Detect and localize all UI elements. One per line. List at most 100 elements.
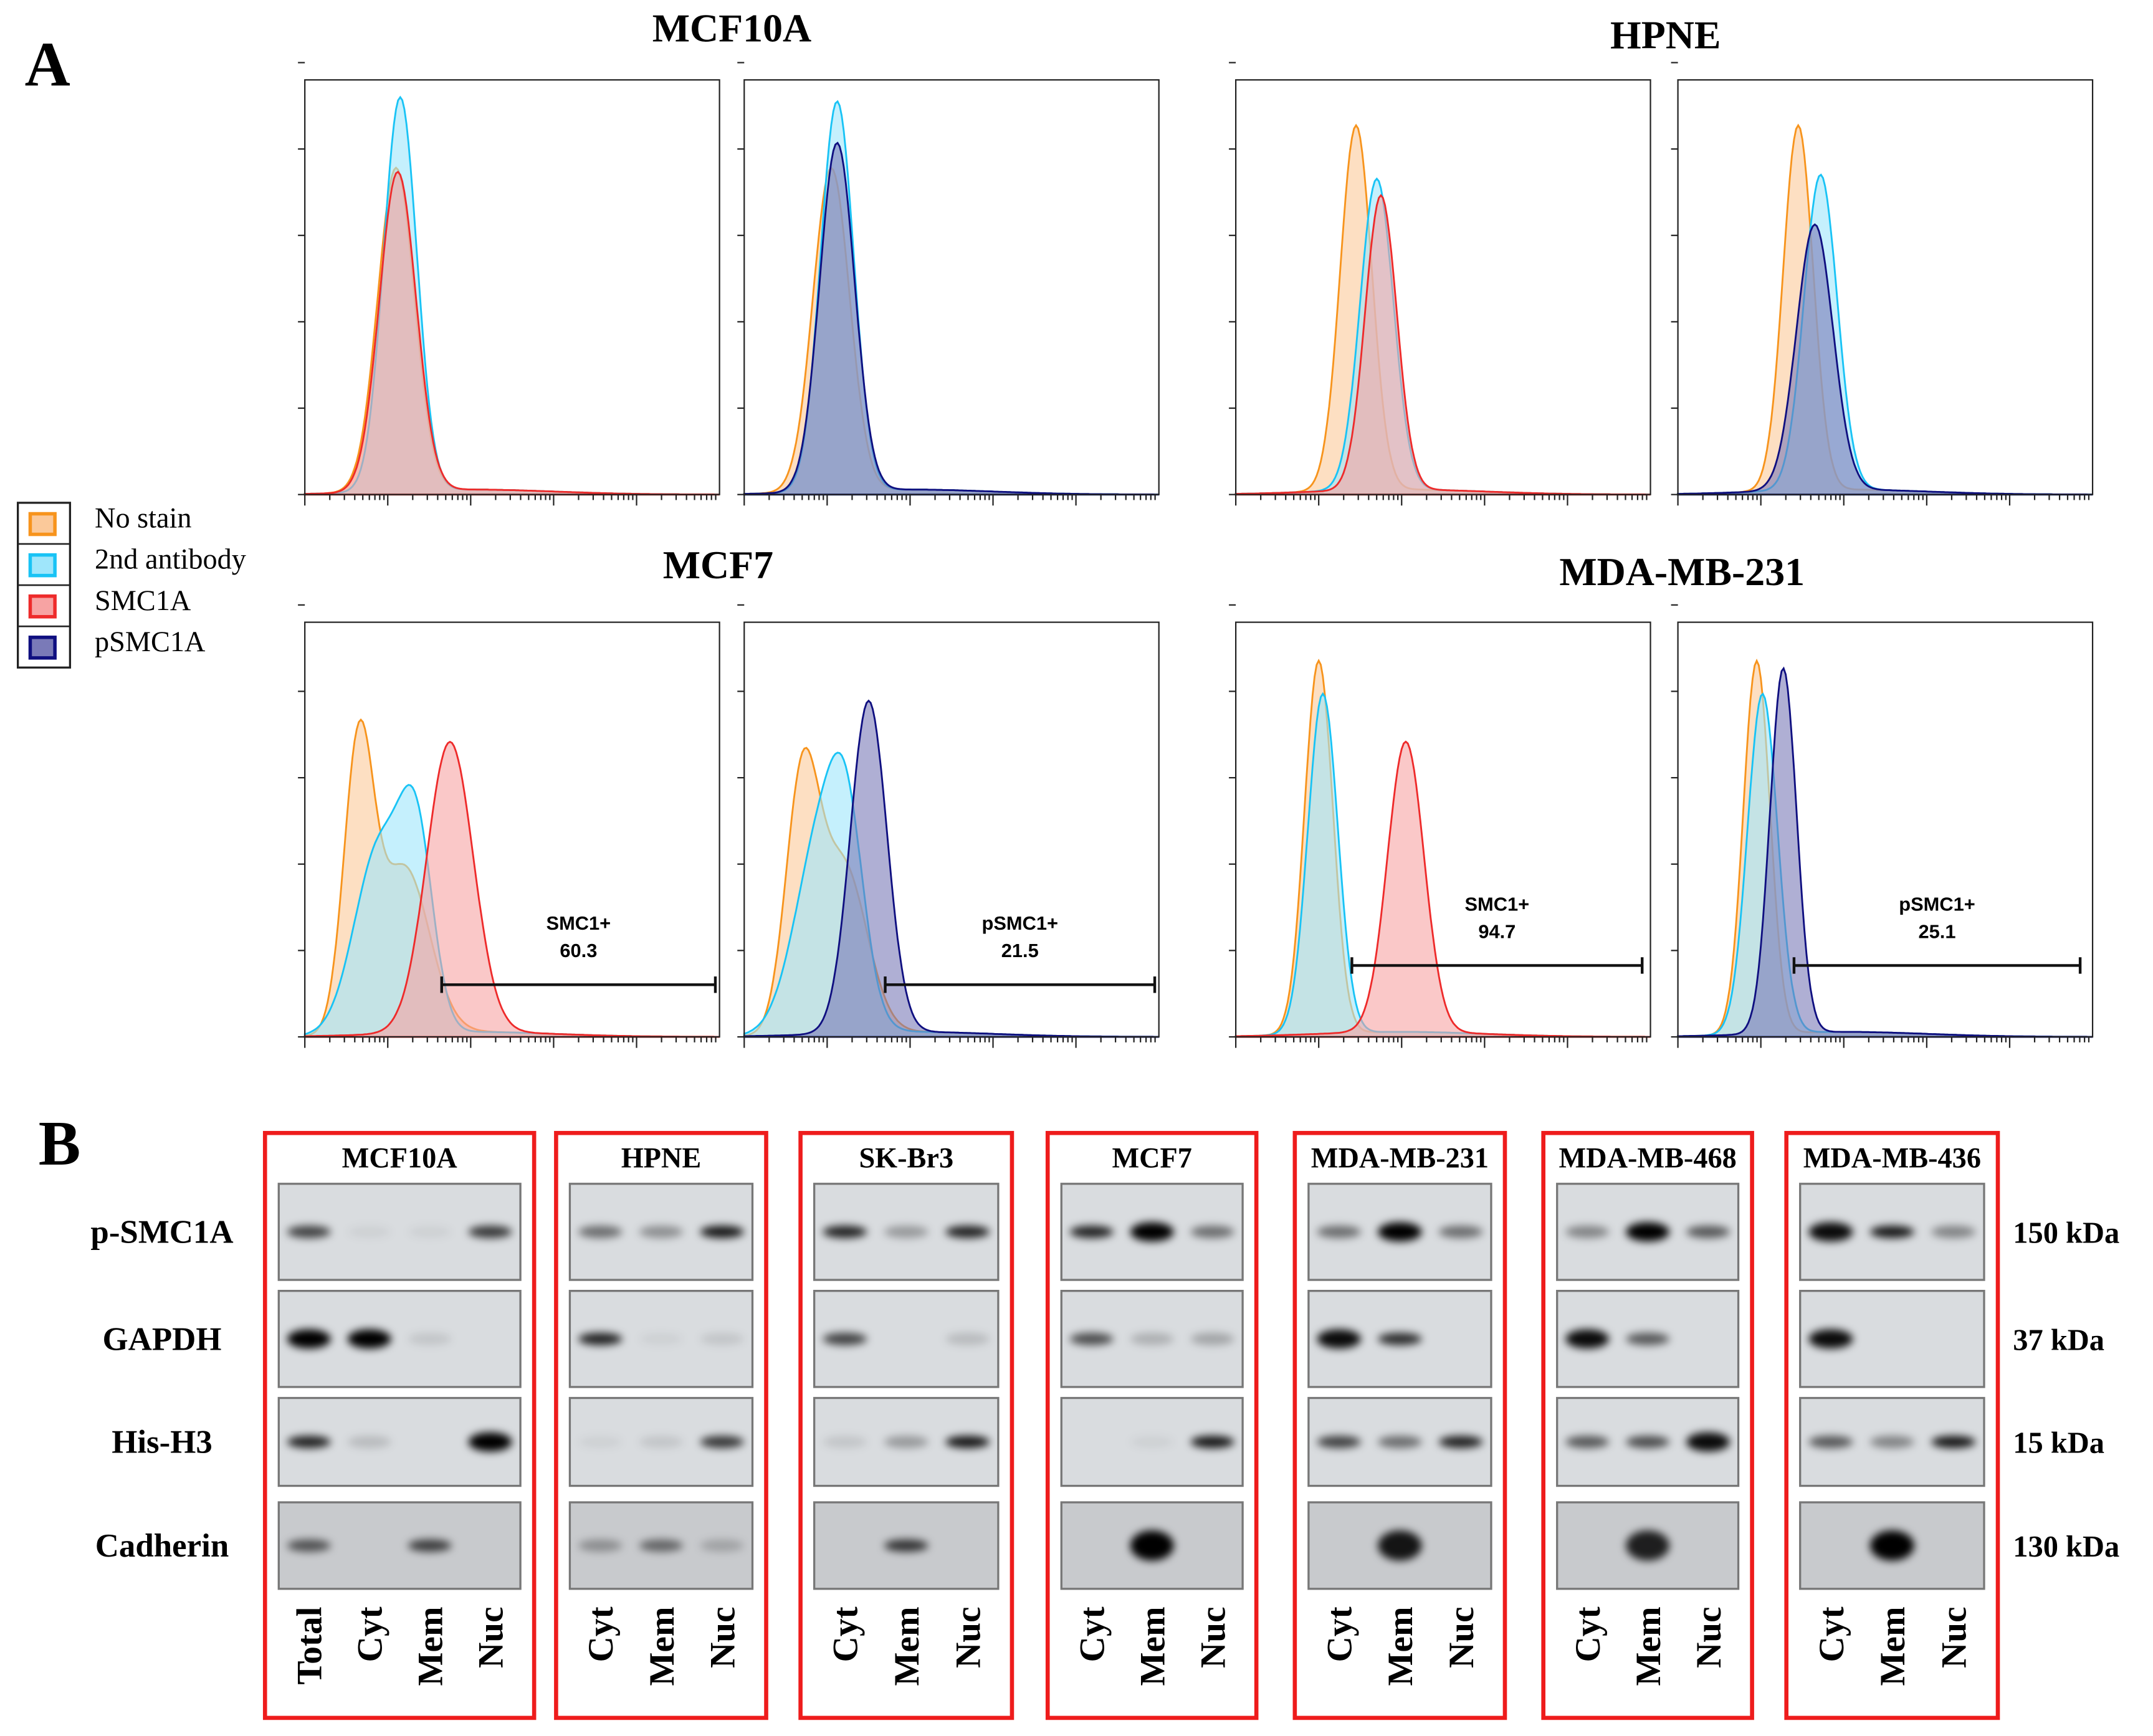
protein-band: [1626, 1436, 1670, 1448]
lane-label: Nuc: [949, 1606, 988, 1668]
protein-band: [884, 1436, 929, 1448]
lane-label: Mem: [887, 1606, 927, 1686]
protein-band: [1869, 1436, 1914, 1448]
protein-band: [347, 1225, 391, 1238]
protein-band: [1130, 1530, 1174, 1561]
protein-band: [1190, 1332, 1234, 1345]
lane-label: Mem: [1873, 1606, 1912, 1686]
protein-band: [1626, 1332, 1670, 1345]
protein-band: [1565, 1436, 1610, 1448]
protein-band: [823, 1225, 867, 1238]
protein-band: [1069, 1225, 1114, 1238]
protein-band: [1069, 1332, 1114, 1345]
histogram-7: pSMC1+ 25.1: [1671, 604, 2094, 1048]
panel-label-a: A: [25, 29, 70, 99]
protein-band: [1931, 1436, 1976, 1448]
protein-band: [578, 1436, 623, 1448]
panel-title: MCF7: [663, 543, 773, 587]
lane-label: Cyt: [826, 1606, 866, 1662]
protein-band: [408, 1225, 452, 1238]
legend-label: No stain: [95, 503, 192, 535]
lane-label: Cyt: [351, 1606, 390, 1662]
blot-row-label: p-SMC1A: [90, 1214, 233, 1251]
plot-frame: [304, 621, 720, 1038]
protein-band: [1869, 1530, 1914, 1561]
protein-band: [1626, 1530, 1670, 1561]
western-blots: p-SMC1A GAPDH His-H3 Cadherin 150 kDa 37 kDa 1…: [90, 1130, 2119, 1720]
protein-band: [823, 1436, 867, 1448]
legend-swatch: [28, 636, 57, 660]
lane-label: Cyt: [1812, 1606, 1851, 1662]
protein-band: [468, 1432, 512, 1452]
protein-band: [1808, 1436, 1853, 1448]
protein-band: [945, 1332, 990, 1345]
gate-label: SMC1+: [547, 912, 611, 934]
protein-band: [1808, 1329, 1853, 1349]
blot-group-frame: [1045, 1130, 1259, 1720]
protein-band: [1438, 1225, 1483, 1238]
protein-band: [1378, 1222, 1422, 1242]
blot-mcf10a: MCF10A Total Cyt Mem Nuc: [262, 1130, 537, 1720]
protein-band: [468, 1225, 512, 1238]
protein-band: [1438, 1436, 1483, 1448]
lane-label: Cyt: [1073, 1606, 1112, 1662]
protein-band: [578, 1539, 623, 1552]
lane-label: Mem: [1134, 1606, 1173, 1686]
panel-title: MCF10A: [652, 6, 811, 50]
plot-frame: [304, 79, 720, 495]
molecular-weight-label: 150 kDa: [2013, 1217, 2119, 1250]
protein-band: [639, 1332, 684, 1345]
histogram-0: [298, 62, 720, 506]
molecular-weight-label: 130 kDa: [2013, 1530, 2119, 1563]
lane-label: Nuc: [1689, 1606, 1729, 1668]
legend-swatch: [28, 553, 57, 578]
histogram-4: SMC1+ 60.3: [298, 604, 720, 1048]
plot-frame: [743, 621, 1160, 1038]
protein-band: [1378, 1530, 1422, 1561]
lane-label: Mem: [1381, 1606, 1420, 1686]
plot-frame: [743, 79, 1160, 495]
blot-mda-mb-468: MDA-MB-468 Cyt Mem Nuc: [1541, 1130, 1754, 1720]
protein-band: [1378, 1332, 1422, 1345]
histogram-panels: MCF10A HPNE MCF7 MDA-MB-231 SMC1+ 60.3 pSMC1+ 2…: [298, 6, 2094, 1048]
blot-title: MDA-MB-231: [1311, 1142, 1489, 1174]
protein-band: [1130, 1332, 1174, 1345]
blot-row-label: Cadherin: [95, 1528, 229, 1564]
protein-band: [1931, 1225, 1976, 1238]
histogram-series-psmc1a: [743, 141, 1159, 496]
protein-band: [639, 1436, 684, 1448]
lane-label: Total: [290, 1606, 330, 1684]
blot-title: MCF7: [1112, 1142, 1191, 1174]
legend-swatch: [28, 594, 57, 619]
blot-title: MDA-MB-468: [1559, 1142, 1737, 1174]
lane-label: Mem: [411, 1606, 451, 1686]
lane-label: Nuc: [471, 1606, 510, 1668]
lane-label: Cyt: [581, 1606, 621, 1662]
protein-band: [287, 1436, 331, 1448]
panel-label-b: B: [39, 1109, 81, 1178]
protein-band: [1808, 1222, 1853, 1242]
protein-band: [1626, 1222, 1670, 1242]
gate-value: 21.5: [1001, 940, 1039, 961]
blot-sk-br3: SK-Br3 Cyt Mem Nuc: [798, 1130, 1014, 1720]
lane-label: Nuc: [703, 1606, 742, 1668]
blot-group-frame: [1784, 1130, 2000, 1720]
histogram-series-no-stain: [1677, 123, 2093, 496]
protein-band: [639, 1225, 684, 1238]
blot-row-label: His-H3: [112, 1424, 212, 1461]
lane-label: Cyt: [1320, 1606, 1360, 1662]
histogram-6: SMC1+ 94.7: [1229, 604, 1651, 1048]
protein-band: [700, 1332, 744, 1345]
lane-label: Nuc: [1193, 1606, 1233, 1668]
protein-band: [408, 1332, 452, 1345]
blot-mda-mb-231: MDA-MB-231 Cyt Mem Nuc: [1292, 1130, 1507, 1720]
blot-group-frame: [554, 1130, 768, 1720]
protein-band: [408, 1539, 452, 1552]
protein-band: [1869, 1225, 1914, 1238]
protein-band: [1378, 1436, 1422, 1448]
gate-value: 60.3: [560, 940, 597, 961]
protein-band: [639, 1539, 684, 1552]
blot-group-frame: [1541, 1130, 1754, 1720]
blot-group-frame: [262, 1130, 537, 1720]
legend-label: SMC1A: [95, 585, 191, 617]
